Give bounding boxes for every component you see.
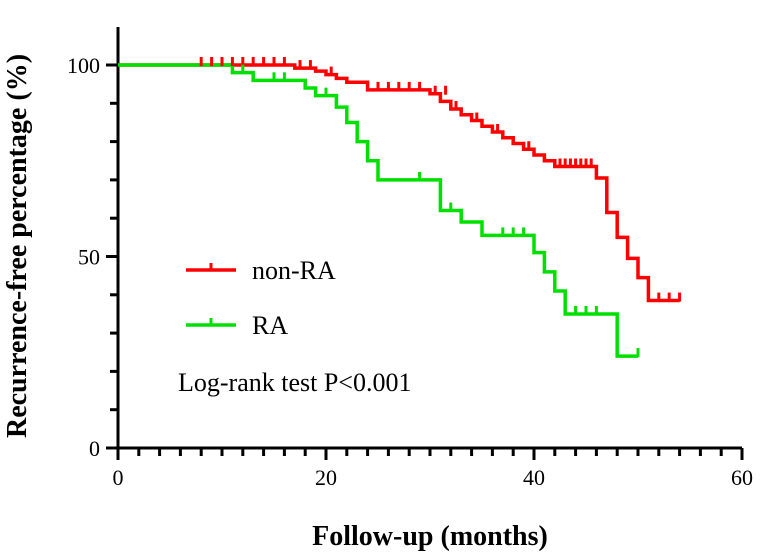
y-tick-label: 50 [78,245,100,270]
curves [118,63,680,358]
x-tick-label: 0 [113,465,124,490]
legend-label-non-ra: non-RA [252,256,336,285]
x-axis-title: Follow-up (months) [312,521,548,552]
y-axis-title: Recurrence-free percentage (%) [2,54,33,438]
legend-item-non-ra: non-RA [186,256,336,285]
tick-labels: 0 20 40 60 0 50 100 [67,53,753,490]
y-tick-label: 0 [89,436,100,461]
x-tick-label: 40 [523,465,545,490]
censor-marks [199,57,682,358]
series-line-non-ra [118,63,680,303]
y-tick-label: 100 [67,53,100,78]
logrank-annotation: Log-rank test P<0.001 [178,368,411,397]
legend-item-ra: RA [186,311,288,340]
legend: non-RA RA Log-rank test P<0.001 [178,256,411,397]
ticks [106,63,744,460]
legend-label-ra: RA [252,311,288,340]
x-tick-label: 20 [315,465,337,490]
series-line-ra [118,63,638,358]
x-tick-label: 60 [731,465,753,490]
